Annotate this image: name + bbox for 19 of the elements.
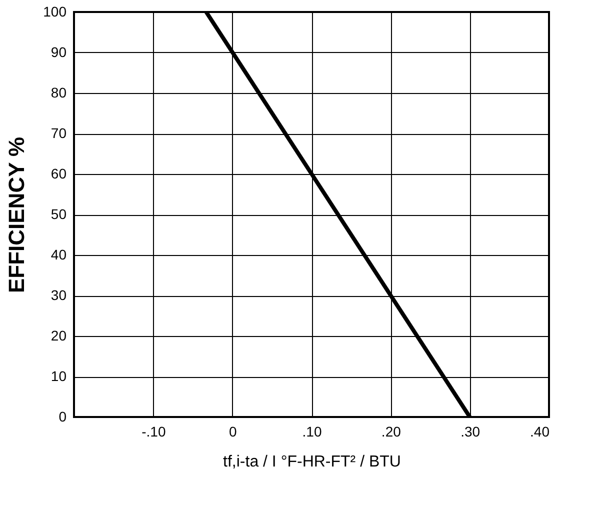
y-tick-label: 40 xyxy=(50,246,67,262)
y-tick-label: 10 xyxy=(50,368,67,384)
y-tick-label: 0 xyxy=(58,408,67,424)
x-tick-label: 0 xyxy=(228,424,237,440)
x-tick-label: .20 xyxy=(381,424,402,440)
y-axis-title: EFFICIENCY % xyxy=(4,136,30,294)
y-tick-label: 90 xyxy=(50,44,67,60)
y-tick-label: 70 xyxy=(50,125,67,141)
y-tick-label: 20 xyxy=(50,328,67,344)
x-tick-label: .30 xyxy=(460,424,480,440)
x-tick-label: .40 xyxy=(530,424,550,440)
y-tick-label: 30 xyxy=(50,287,67,303)
y-tick-label: 50 xyxy=(50,206,67,222)
y-tick-label: 80 xyxy=(50,84,67,100)
x-tick-label: .10 xyxy=(302,424,322,440)
y-tick-label: 60 xyxy=(50,166,67,182)
x-axis-title: tf,i-ta / I °F-HR-FT² / BTU xyxy=(223,454,401,470)
x-tick-label: -.10 xyxy=(142,424,166,440)
y-tick-label: 100 xyxy=(43,4,67,20)
